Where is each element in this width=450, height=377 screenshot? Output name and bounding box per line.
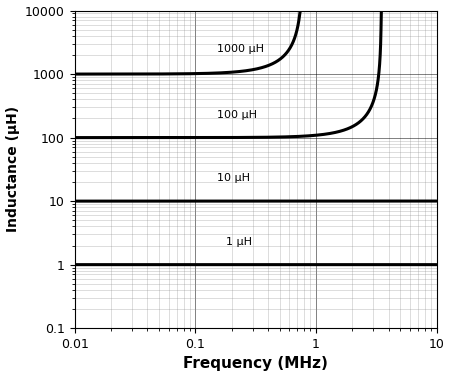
Text: 1000 μH: 1000 μH <box>216 44 264 54</box>
Y-axis label: Inductance (μH): Inductance (μH) <box>5 106 19 233</box>
Text: 100 μH: 100 μH <box>216 110 256 120</box>
Text: 10 μH: 10 μH <box>216 173 250 183</box>
X-axis label: Frequency (MHz): Frequency (MHz) <box>183 356 328 371</box>
Text: 1 μH: 1 μH <box>226 237 252 247</box>
